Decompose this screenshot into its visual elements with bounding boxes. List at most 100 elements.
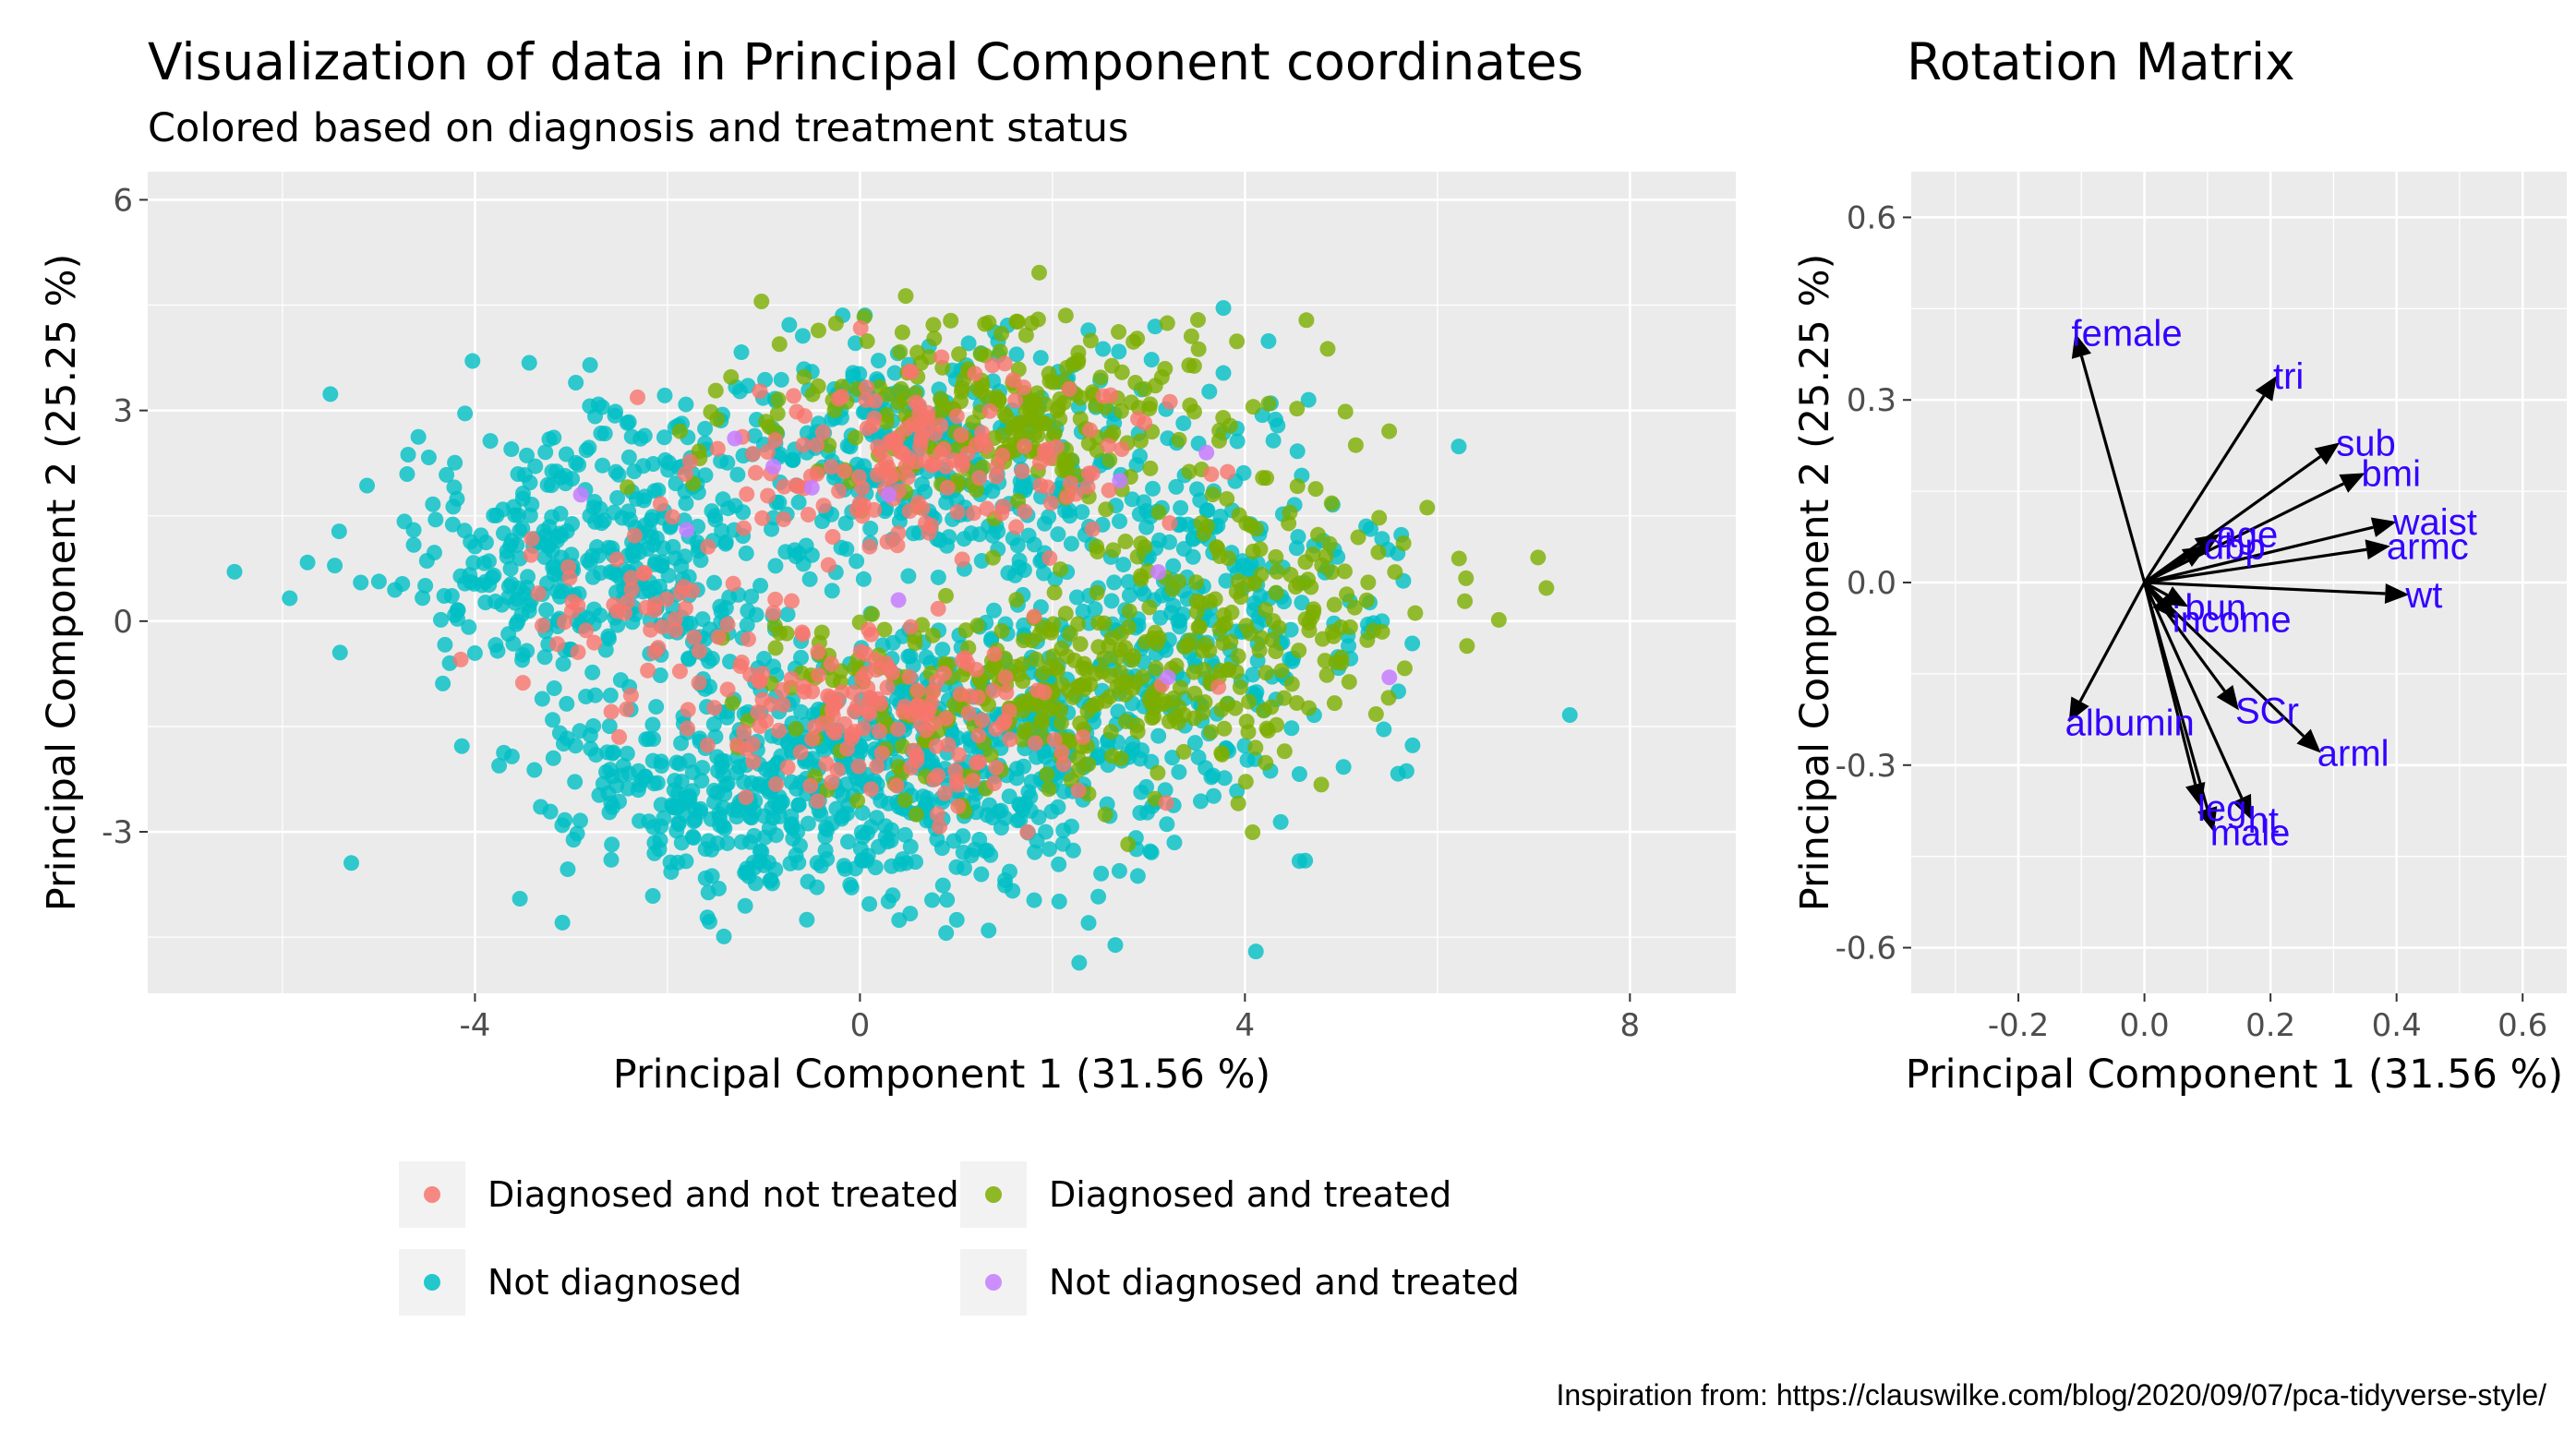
data-point [926,330,943,347]
data-point [727,430,743,447]
data-point [744,446,761,463]
data-point [729,466,746,483]
data-point [1015,673,1031,690]
data-point [918,409,934,426]
data-point [811,667,827,683]
data-point [680,720,696,737]
data-point [1156,696,1173,713]
data-point [934,642,951,658]
data-point [664,509,680,525]
data-point [909,806,925,823]
data-point [859,332,875,349]
data-point [1387,564,1403,581]
data-point [1203,466,1220,483]
data-point [578,622,595,639]
data-point [956,531,972,547]
loading-vector-albumin [2068,582,2147,723]
data-point [778,625,795,642]
data-point [1052,703,1068,719]
data-point [572,487,589,503]
data-point [1002,731,1018,748]
vector-line [2144,547,2367,584]
data-point [636,427,653,444]
data-point [1390,765,1406,782]
vector-line [2143,582,2244,799]
data-point [1023,315,1040,331]
data-point [954,379,970,396]
data-point [768,775,785,792]
data-point [872,723,888,739]
data-point [1073,390,1089,406]
data-point [970,470,987,487]
data-point [482,433,499,450]
variable-label: bmi [2362,453,2421,494]
data-point [1347,437,1364,453]
data-point [754,691,771,708]
data-point [738,789,754,806]
data-point [803,547,820,563]
data-point [446,479,463,496]
data-point [1124,491,1140,508]
y-tick-label: -3 [102,814,133,851]
data-point [1101,482,1117,499]
data-point [852,319,869,336]
data-point [1148,660,1164,677]
data-point [1245,399,1261,415]
data-point [1183,328,1199,344]
data-point [1240,576,1257,593]
data-point [849,698,866,715]
data-point [1201,383,1218,400]
y-tick-label: -0.3 [1836,748,1896,785]
data-point [1326,596,1342,613]
data-point [789,823,806,840]
data-point [427,511,444,528]
data-point [1106,574,1123,591]
data-point [1005,372,1022,389]
data-point [1033,715,1050,731]
data-point [1220,463,1236,480]
data-point [948,408,965,425]
data-point [477,535,494,551]
data-point [1130,411,1147,427]
data-point [1252,588,1269,605]
data-point [415,590,431,607]
data-point [1120,573,1137,590]
scatter-points [226,264,1578,971]
data-point [1063,535,1079,552]
data-point [1042,495,1059,511]
data-point [600,631,617,647]
data-point [1245,543,1261,559]
data-point [1105,424,1122,440]
data-point [1068,589,1085,606]
data-point [560,861,576,878]
data-point [1125,680,1141,697]
data-point [1166,835,1183,851]
vector-line [2143,582,2226,692]
data-point [1336,563,1353,580]
data-point [1008,346,1025,363]
data-point [1268,548,1284,565]
data-point [1011,559,1028,575]
data-point [1300,571,1317,588]
data-point [775,696,791,713]
data-point [620,449,637,465]
data-point [825,529,841,546]
data-point [604,836,620,853]
data-point [1260,333,1277,350]
data-point [1050,526,1066,543]
data-point [603,703,620,720]
data-point [668,622,684,639]
data-point [777,544,794,560]
data-point [986,775,1003,791]
data-point [1230,795,1246,811]
data-point [813,624,830,641]
data-point [838,541,855,558]
data-point [327,558,343,574]
data-point [549,636,566,653]
data-point [1060,682,1077,699]
data-point [1055,784,1072,800]
data-point [608,403,624,420]
data-point [862,781,879,798]
x-tick-label: 0.6 [2498,1007,2547,1044]
data-point [609,617,626,633]
